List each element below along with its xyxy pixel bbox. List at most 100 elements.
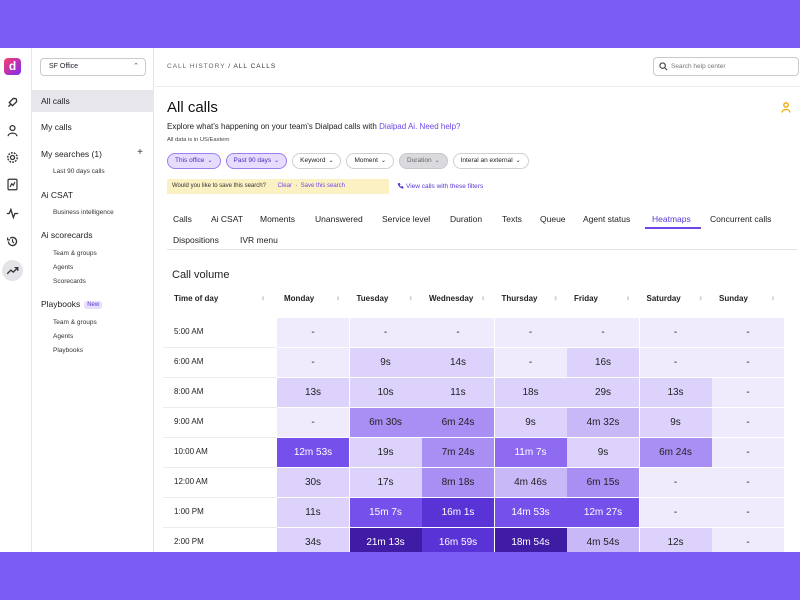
tab-queue[interactable]: Queue	[540, 214, 566, 224]
heatmap-day-header[interactable]: Thursday	[501, 294, 538, 303]
heatmap-cell[interactable]: -	[712, 318, 784, 347]
tab-dispositions[interactable]: Dispositions	[173, 235, 219, 245]
heatmap-cell[interactable]: -	[712, 348, 784, 377]
sort-icon[interactable]: ⇕	[771, 296, 776, 302]
agent-status-icon[interactable]	[781, 102, 791, 113]
need-help-link[interactable]: Need help?	[419, 122, 461, 131]
heatmap-cell[interactable]: 4m 32s	[567, 408, 639, 437]
sidebar-item-team-groups[interactable]: Team & groups	[53, 250, 97, 257]
heatmap-cell[interactable]: 11s	[277, 498, 349, 527]
tab-texts[interactable]: Texts	[502, 214, 522, 224]
sidebar-item-ai-csat[interactable]: Ai CSAT	[41, 190, 73, 200]
sidebar-item-playbooks-agents[interactable]: Agents	[53, 333, 74, 340]
heatmap-cell[interactable]: 13s	[277, 378, 349, 407]
history-icon[interactable]	[3, 232, 22, 251]
heatmap-day-header[interactable]: Tuesday	[356, 294, 389, 303]
tab-duration[interactable]: Duration	[450, 214, 483, 224]
sidebar-item-all-calls[interactable]: All calls	[32, 90, 154, 112]
heatmap-cell[interactable]: 12m 53s	[277, 438, 349, 467]
heatmap-cell[interactable]: 16m 59s	[422, 528, 494, 552]
heatmap-cell[interactable]: -	[712, 408, 784, 437]
analytics-doc-icon[interactable]	[3, 175, 22, 194]
heatmap-day-header[interactable]: Saturday	[646, 294, 681, 303]
heatmap-cell[interactable]: 18m 54s	[494, 528, 567, 552]
heatmap-cell[interactable]: -	[277, 408, 349, 437]
heatmap-cell[interactable]: 6m 30s	[349, 408, 422, 437]
heatmap-row-header[interactable]: Time of day	[174, 294, 219, 303]
heatmap-cell[interactable]: 16s	[567, 348, 639, 377]
heatmap-cell[interactable]: 21m 13s	[349, 528, 422, 552]
rocket-icon[interactable]	[3, 93, 22, 112]
sidebar-item-playbooks-playbooks[interactable]: Playbooks	[53, 347, 83, 354]
heatmap-cell[interactable]: 6m 24s	[639, 438, 712, 467]
tab-service-level[interactable]: Service level	[382, 214, 431, 224]
heatmap-cell[interactable]: 15m 7s	[349, 498, 422, 527]
heatmap-day-header[interactable]: Wednesday	[429, 294, 474, 303]
tab-ai-csat[interactable]: Ai CSAT	[211, 214, 243, 224]
tab-moments[interactable]: Moments	[260, 214, 295, 224]
sidebar-item-ai-scorecards[interactable]: Ai scorecards	[41, 230, 93, 240]
heatmap-cell[interactable]: 6m 15s	[567, 468, 639, 497]
dialpad-ai-link[interactable]: Dialpad Ai.	[379, 122, 418, 131]
clear-button[interactable]: Clear	[277, 183, 292, 189]
heatmap-cell[interactable]: -	[639, 348, 712, 377]
heatmap-cell[interactable]: 8m 18s	[422, 468, 494, 497]
sidebar-item-my-calls[interactable]: My calls	[41, 122, 72, 132]
sort-icon[interactable]: ⇕	[481, 296, 486, 302]
heatmap-cell[interactable]: 29s	[567, 378, 639, 407]
heatmap-cell[interactable]: -	[712, 378, 784, 407]
heatmap-cell[interactable]: -	[277, 348, 349, 377]
heatmap-cell[interactable]: 9s	[639, 408, 712, 437]
sidebar-item-playbooks[interactable]: Playbooks New	[41, 299, 103, 309]
heatmap-cell[interactable]: -	[494, 348, 567, 377]
heatmap-cell[interactable]: 13s	[639, 378, 712, 407]
heatmap-cell[interactable]: 11m 7s	[494, 438, 567, 467]
gear-icon[interactable]	[3, 148, 22, 167]
heatmap-cell[interactable]: 11s	[422, 378, 494, 407]
add-search-icon[interactable]: +	[137, 147, 143, 158]
heatmap-cell[interactable]: 9s	[494, 408, 567, 437]
heatmap-cell[interactable]: -	[277, 318, 349, 347]
heatmap-cell[interactable]: 4m 46s	[494, 468, 567, 497]
heatmap-cell[interactable]: 9s	[349, 348, 422, 377]
sort-icon[interactable]: ⇕	[553, 296, 558, 302]
help-search-input[interactable]: Search help center	[653, 57, 799, 76]
heatmap-cell[interactable]: 12s	[639, 528, 712, 552]
pulse-icon[interactable]	[3, 204, 22, 223]
office-select[interactable]: SF Office ⌃	[40, 58, 146, 76]
heatmap-cell[interactable]: 16m 1s	[422, 498, 494, 527]
heatmap-cell[interactable]: 34s	[277, 528, 349, 552]
heatmap-cell[interactable]: 4m 54s	[567, 528, 639, 552]
heatmap-day-header[interactable]: Friday	[574, 294, 599, 303]
heatmap-cell[interactable]: 17s	[349, 468, 422, 497]
heatmap-cell[interactable]: -	[639, 498, 712, 527]
tab-unanswered[interactable]: Unanswered	[315, 214, 363, 224]
heatmap-cell[interactable]: 6m 24s	[422, 408, 494, 437]
filter-internal-external[interactable]: Interal an external ⌄	[452, 153, 529, 169]
filter-moment[interactable]: Moment ⌄	[346, 153, 394, 169]
sort-icon[interactable]: ⇕	[261, 296, 266, 302]
sidebar-item-agents[interactable]: Agents	[53, 264, 74, 271]
sidebar-item-playbooks-team-groups[interactable]: Team & groups	[53, 319, 97, 326]
tab-concurrent-calls[interactable]: Concurrent calls	[710, 214, 772, 224]
heatmap-cell[interactable]: 10s	[349, 378, 422, 407]
save-search-button[interactable]: Save this search	[300, 183, 345, 189]
heatmap-cell[interactable]: -	[567, 318, 639, 347]
dialpad-logo-icon[interactable]: d	[4, 58, 21, 75]
sidebar-item-last-90-days[interactable]: Last 90 days calls	[53, 168, 105, 175]
filter-this-office[interactable]: This office ⌄	[167, 153, 221, 169]
heatmap-cell[interactable]: -	[422, 318, 494, 347]
filter-past-90-days[interactable]: Past 90 days ⌄	[225, 153, 288, 169]
heatmap-day-header[interactable]: Sunday	[719, 294, 748, 303]
tab-heatmaps[interactable]: Heatmaps	[652, 214, 691, 224]
trending-icon[interactable]	[2, 260, 23, 281]
breadcrumb-root[interactable]: CALL HISTORY	[167, 63, 226, 70]
sort-icon[interactable]: ⇕	[626, 296, 631, 302]
heatmap-cell[interactable]: 30s	[277, 468, 349, 497]
heatmap-cell[interactable]: 19s	[349, 438, 422, 467]
sidebar-item-scorecards[interactable]: Scorecards	[53, 278, 86, 285]
tab-calls[interactable]: Calls	[173, 214, 192, 224]
heatmap-cell[interactable]: -	[712, 468, 784, 497]
filter-keyword[interactable]: Keyword ⌄	[292, 153, 342, 169]
heatmap-day-header[interactable]: Monday	[284, 294, 315, 303]
